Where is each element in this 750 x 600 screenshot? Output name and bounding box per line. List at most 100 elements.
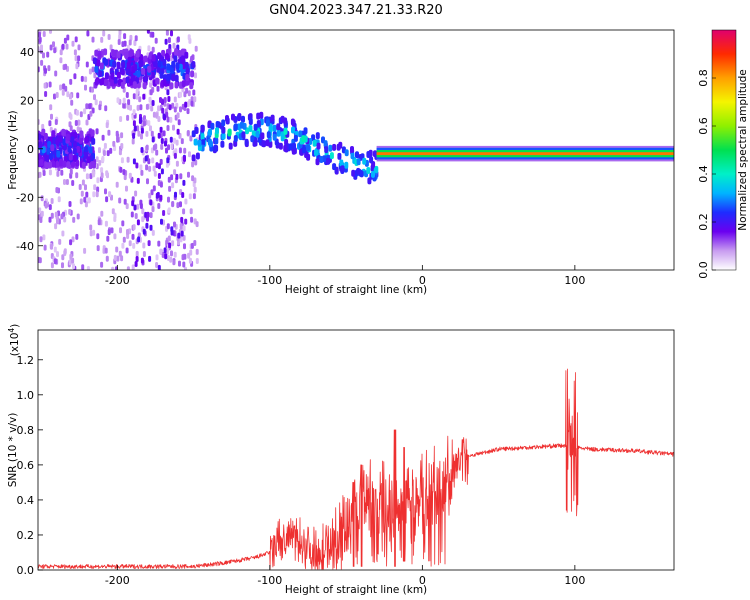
spectrogram-cell: [48, 204, 52, 211]
spectrogram-cell: [122, 102, 126, 109]
spectrogram-cell: [257, 135, 262, 143]
spectrogram-cell: [155, 77, 160, 85]
spectrogram-cell: [339, 159, 344, 167]
spectrogram-cell: [278, 142, 283, 150]
spectrogram-cell: [85, 119, 89, 126]
spectrogram-cell: [84, 201, 88, 208]
spectrogram-cell: [312, 139, 317, 147]
spectrogram-cell: [54, 223, 58, 230]
spectrogram-cell: [74, 55, 78, 62]
spectrogram-cell: [55, 160, 60, 168]
spectrogram-cell: [356, 167, 361, 175]
spectrogram-cell: [139, 104, 143, 111]
spectrogram-cell: [253, 139, 258, 147]
spectrogram-cell: [157, 173, 161, 179]
spectrogram-cell: [179, 201, 182, 208]
colorbar-tick-label: 0.2: [697, 213, 710, 231]
spectrogram-cell: [151, 157, 155, 164]
snr-panel: -200 -100 0 100 0.0 0.2 0.4 0.6 0.8 1.0 1.2 Heigh…: [7, 324, 675, 596]
spectrogram-cell: [147, 158, 151, 165]
spectrogram-cell: [111, 208, 115, 215]
spectrogram-cell: [139, 164, 143, 171]
colorbar: 0.0 0.2 0.4 0.6 0.8 Normalized spectral ampl…: [697, 29, 749, 279]
spectrogram-cell: [270, 114, 275, 122]
spectrogram-cell: [175, 139, 179, 146]
spectrogram-cell: [132, 132, 136, 139]
spectrogram-cell: [125, 92, 129, 98]
spectrogram-cell: [184, 218, 188, 225]
spectrogram-cell: [105, 170, 109, 177]
spectrogram-cell: [128, 172, 132, 179]
spectrogram-cell: [151, 54, 156, 62]
spectrogram-cell: [48, 216, 52, 223]
spectrogram-cell: [74, 36, 78, 43]
spectrogram-cell: [148, 165, 152, 172]
spectrogram-cell: [96, 245, 100, 252]
spectrogram-cell: [90, 161, 95, 168]
spectrogram-cell: [131, 200, 135, 207]
spectrogram-cell: [83, 196, 87, 203]
spectrogram-cell: [85, 173, 89, 180]
spectrogram-cell: [139, 60, 144, 68]
spectrogram-cell: [104, 247, 108, 254]
spectrogram-cell: [90, 129, 95, 137]
spectrogram-cell: [371, 170, 375, 178]
spectrogram-cell: [162, 113, 166, 120]
spectrogram-cell: [121, 61, 126, 69]
spectrogram-cell: [132, 109, 136, 116]
spectrogram-cell: [44, 67, 47, 74]
spectrogram-cell: [142, 93, 146, 100]
spectrogram-cell: [262, 140, 266, 148]
spectrogram-cell: [210, 122, 215, 130]
spectrogram-cell: [340, 165, 345, 173]
spectrogram-cell: [40, 210, 44, 217]
spectrogram-cell: [75, 109, 79, 116]
spectrogram-cell: [39, 236, 43, 243]
spectrogram-cell: [168, 185, 172, 192]
spectrogram-cell: [51, 160, 56, 168]
spectrogram-cell: [68, 259, 72, 266]
spectrogram-cell: [43, 82, 47, 89]
spectrogram-cell: [94, 78, 99, 86]
spectrogram-cell: [50, 262, 54, 269]
spectrogram-cell: [225, 117, 230, 125]
spectrogram-cell: [42, 170, 46, 176]
spectrogram-cell: [39, 217, 43, 223]
spectrogram-cell: [145, 103, 149, 110]
spectrogram-cell: [172, 259, 176, 266]
spectrogram-cell: [167, 144, 170, 151]
spectrogram-cell: [53, 47, 57, 54]
spectrogram-cell: [141, 216, 145, 223]
spectrogram-cell: [177, 119, 181, 126]
spectrogram-cell: [48, 81, 52, 88]
spectrogram-cell: [104, 220, 108, 227]
spectrogram-cell: [155, 262, 159, 268]
spectrogram-cell: [53, 246, 57, 253]
spectrogram-cell: [77, 44, 81, 51]
spectrogram-cell: [136, 70, 141, 78]
spectrogram-cell: [140, 169, 144, 176]
spectrogram-cell: [132, 158, 136, 165]
spectrogram-cell: [95, 156, 99, 163]
spectrogram-cell: [127, 56, 132, 64]
spectrogram-cell: [146, 211, 150, 218]
spectrogram-cell: [145, 144, 149, 151]
spectrogram-cell: [208, 140, 213, 148]
spectrogram-cell: [167, 255, 170, 261]
spectrogram-cell: [188, 257, 192, 264]
spectrogram-cell: [92, 229, 96, 236]
spectrogram-frame: [37, 29, 675, 271]
spectrogram-cell: [162, 210, 166, 216]
spectrogram-cell: [116, 71, 121, 79]
spectrogram-cell: [292, 142, 296, 150]
spectrogram-cell: [94, 65, 99, 73]
spectrogram-cell: [61, 230, 65, 237]
spectrogram-y-axis-label: Frequency (Hz): [7, 110, 19, 189]
spectrogram-cell: [168, 104, 172, 111]
spectrogram-cell: [190, 242, 194, 249]
spectrogram-cell: [173, 55, 178, 63]
spectrogram-cell: [182, 261, 186, 268]
spectrogram-cell: [104, 78, 108, 86]
spectrogram-cell: [51, 130, 56, 138]
snr-line-group: [38, 368, 674, 570]
